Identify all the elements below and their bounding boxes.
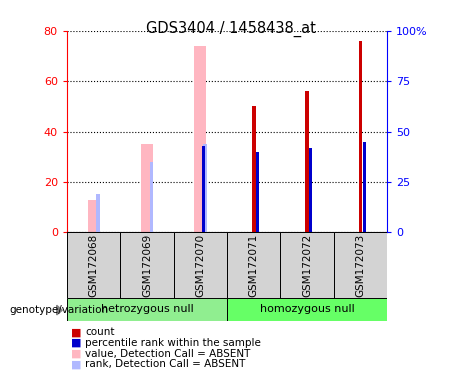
Bar [334, 232, 387, 298]
Text: GSM172073: GSM172073 [355, 233, 366, 296]
Bar [67, 232, 120, 298]
Bar [120, 232, 174, 298]
Text: value, Detection Call = ABSENT: value, Detection Call = ABSENT [85, 349, 251, 359]
Text: homozygous null: homozygous null [260, 304, 355, 314]
Bar [363, 142, 366, 232]
Text: hetrozygous null: hetrozygous null [100, 304, 193, 314]
Text: percentile rank within the sample: percentile rank within the sample [85, 338, 261, 348]
Text: GSM172070: GSM172070 [195, 233, 205, 296]
Bar [203, 144, 207, 232]
Polygon shape [57, 305, 62, 315]
Bar [280, 232, 334, 298]
Bar [202, 146, 206, 232]
Text: ■: ■ [71, 338, 82, 348]
Bar [227, 232, 280, 298]
Bar [174, 232, 227, 298]
Text: GDS3404 / 1458438_at: GDS3404 / 1458438_at [146, 21, 315, 37]
Bar [150, 162, 154, 232]
Bar [141, 144, 153, 232]
Text: GSM172071: GSM172071 [249, 233, 259, 296]
Text: ■: ■ [71, 349, 82, 359]
Text: genotype/variation: genotype/variation [9, 305, 108, 315]
Text: ■: ■ [71, 327, 82, 337]
Text: ■: ■ [71, 359, 82, 369]
Text: count: count [85, 327, 115, 337]
Bar [252, 106, 255, 232]
Bar [227, 298, 387, 321]
Bar [305, 91, 309, 232]
Bar [359, 41, 362, 232]
Text: rank, Detection Call = ABSENT: rank, Detection Call = ABSENT [85, 359, 246, 369]
Bar [67, 298, 227, 321]
Bar [309, 147, 312, 232]
Bar [195, 46, 206, 232]
Bar [88, 200, 100, 232]
Text: GSM172069: GSM172069 [142, 233, 152, 296]
Bar [96, 194, 100, 232]
Text: GSM172072: GSM172072 [302, 233, 312, 296]
Text: GSM172068: GSM172068 [89, 233, 99, 296]
Bar [256, 152, 259, 232]
